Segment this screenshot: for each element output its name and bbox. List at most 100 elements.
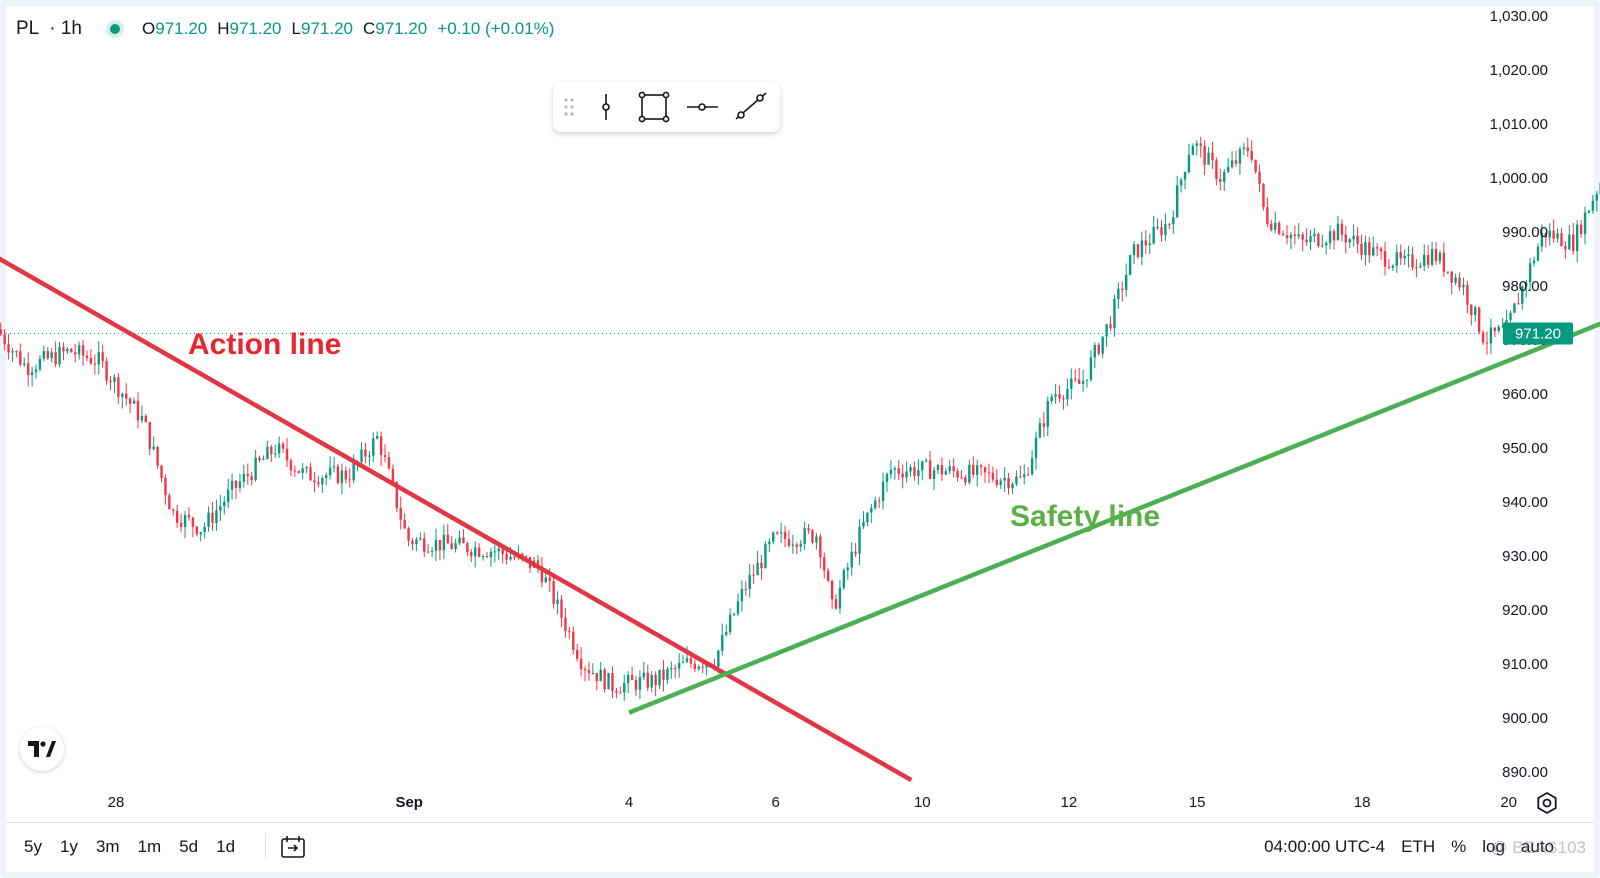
candle (1481, 330, 1485, 345)
open-label: O (142, 19, 156, 38)
candle (681, 654, 685, 664)
time-tick-label: 10 (914, 794, 931, 811)
price-tick-label: 900.00 (1502, 710, 1548, 727)
symbol-legend: PL · 1h O 971.20 H 971.20 L 971.20 C 971.20 … (16, 18, 554, 40)
candle (1446, 271, 1449, 275)
candle (105, 357, 108, 385)
candle (1183, 171, 1187, 190)
candle (944, 467, 948, 476)
candle (195, 525, 198, 537)
vertical-line-icon[interactable] (602, 94, 610, 120)
candle (646, 664, 649, 692)
candle (81, 340, 85, 366)
candle (293, 465, 297, 477)
price-tick-label: 1,000.00 (1490, 170, 1548, 187)
range-3m-button[interactable]: 3m (95, 837, 120, 856)
candle (462, 529, 465, 544)
candle (446, 523, 449, 544)
candle (595, 672, 598, 691)
range-1d-button[interactable]: 1d (216, 837, 236, 856)
candle (666, 666, 669, 685)
candle (332, 456, 336, 473)
candle (1254, 159, 1257, 174)
candle (1262, 182, 1265, 211)
candle (215, 499, 218, 531)
candle (1579, 219, 1583, 238)
candle (725, 624, 728, 637)
candle (246, 463, 249, 485)
candle (623, 674, 626, 701)
candle (1321, 234, 1324, 248)
candle (972, 456, 975, 479)
candle (740, 580, 744, 612)
candle (301, 463, 304, 480)
candle (46, 347, 49, 360)
candle (191, 516, 195, 538)
candle (772, 531, 775, 545)
candle (66, 347, 69, 354)
candle (415, 537, 418, 552)
drag-handle-icon[interactable] (564, 98, 574, 116)
candle (1030, 450, 1034, 476)
candle (289, 458, 293, 477)
auto-toggle[interactable]: auto (1520, 837, 1554, 856)
candle (1375, 243, 1379, 257)
symbol-name[interactable]: PL (16, 18, 40, 39)
candle (1081, 369, 1085, 392)
candle (62, 342, 65, 361)
market-status-icon[interactable] (110, 24, 120, 34)
range-1m-button[interactable]: 1m (137, 837, 162, 856)
candle (1466, 280, 1469, 314)
candle (823, 552, 826, 579)
tradingview-logo[interactable] (20, 727, 64, 771)
candle (1199, 136, 1202, 158)
price-axis: 1,030.00 1,020.00 1,010.00 1,000.00 990.00 98… (1490, 8, 1573, 781)
candle (454, 538, 457, 553)
rectangle-icon[interactable] (638, 91, 670, 123)
range-5d-button[interactable]: 5d (179, 837, 199, 856)
candle (1179, 177, 1183, 193)
candle (360, 442, 363, 466)
candle (677, 652, 681, 678)
horizontal-ray-icon[interactable] (687, 103, 718, 111)
candle (1136, 243, 1140, 259)
percent-toggle[interactable]: % (1451, 837, 1467, 856)
candle (1493, 327, 1497, 338)
candle (1532, 256, 1536, 267)
candle (979, 463, 983, 476)
candle (1125, 263, 1128, 297)
range-1y-button[interactable]: 1y (59, 837, 78, 856)
candle (168, 493, 171, 510)
candle (485, 552, 489, 559)
safety-line[interactable] (628, 273, 1600, 715)
candle (219, 494, 222, 522)
settings-icon[interactable] (1537, 791, 1557, 815)
candle (42, 345, 46, 362)
session-toggle[interactable]: ETH (1401, 837, 1436, 856)
candle (779, 522, 783, 544)
candle (811, 529, 814, 545)
candle (1438, 250, 1442, 265)
candle (1383, 241, 1387, 276)
candle (1230, 151, 1234, 169)
candle (1403, 249, 1406, 265)
candle (474, 541, 477, 568)
price-tick-label: 1,020.00 (1490, 62, 1548, 79)
log-toggle[interactable]: log (1482, 837, 1505, 856)
candle (889, 460, 893, 480)
interval-label[interactable]: · 1h (49, 18, 82, 39)
action-line[interactable] (0, 256, 913, 783)
candle (552, 577, 555, 609)
candle (207, 506, 210, 532)
candle (1517, 292, 1520, 305)
candle (1352, 224, 1355, 247)
candle (1407, 245, 1410, 268)
candle (1160, 220, 1163, 242)
candle (15, 350, 18, 358)
range-5y-button[interactable]: 5y (24, 837, 42, 856)
trend-line-icon[interactable] (735, 92, 767, 120)
timezone-label[interactable]: 04:00:00 UTC-4 (1264, 837, 1386, 856)
go-to-date-icon[interactable] (265, 833, 306, 861)
candle (991, 466, 995, 483)
